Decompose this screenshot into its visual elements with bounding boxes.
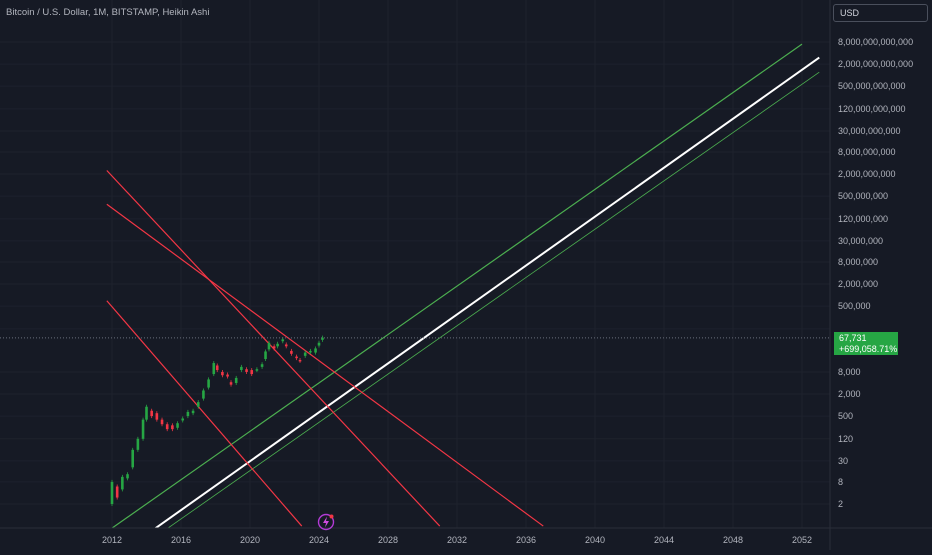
last-price-badge: 67,731 +699,058.71% — [834, 332, 898, 355]
candle-6 — [141, 419, 145, 439]
price-axis-label: 120,000,000,000 — [838, 104, 906, 114]
time-axis-label: 2020 — [240, 535, 260, 545]
candle-34 — [276, 343, 279, 347]
candle-38 — [295, 356, 298, 359]
price-axis-label: 30,000,000,000 — [838, 126, 901, 136]
candle-12 — [171, 425, 174, 430]
price-axis-label: 2,000,000,000 — [838, 169, 896, 179]
currency-button[interactable]: USD — [833, 4, 928, 22]
candle-23 — [226, 374, 229, 377]
chart-title: Bitcoin / U.S. Dollar, 1M, BITSTAMP, Hei… — [6, 7, 210, 18]
candle-17 — [196, 402, 200, 407]
price-change-percent: +699,058.71% — [839, 344, 898, 354]
candle-20 — [212, 363, 216, 375]
candle-37 — [290, 350, 293, 354]
candle-25 — [234, 377, 238, 383]
time-axis-label: 2032 — [447, 535, 467, 545]
time-axis-label: 2024 — [309, 535, 329, 545]
candle-35 — [281, 339, 285, 342]
candle-43 — [317, 342, 321, 346]
candle-31 — [264, 351, 267, 360]
price-axis-label: 8,000,000,000,000 — [838, 37, 913, 47]
candle-15 — [186, 411, 190, 417]
price-axis-label: 8,000 — [838, 367, 861, 377]
time-axis[interactable]: 2012 2016 2020 2024 2028 2032 2036 2040 2044 2048… — [102, 535, 812, 545]
price-axis-label: 30,000,000 — [838, 236, 883, 246]
time-axis-label: 2012 — [102, 535, 122, 545]
candle-18 — [202, 390, 205, 399]
trend-line-white-1[interactable] — [107, 56, 820, 550]
candle-3 — [126, 474, 129, 479]
price-axis-label: 2,000,000 — [838, 279, 878, 289]
candle-41 — [309, 350, 312, 353]
candle-11 — [165, 424, 169, 430]
candle-2 — [121, 476, 124, 490]
time-axis-label: 2016 — [171, 535, 191, 545]
time-axis-label: 2048 — [723, 535, 743, 545]
time-axis-label: 2044 — [654, 535, 674, 545]
candle-7 — [145, 406, 148, 420]
price-axis-label: 120,000,000 — [838, 214, 888, 224]
candle-39 — [298, 359, 302, 362]
trend-lines[interactable] — [106, 43, 820, 550]
candle-9 — [155, 413, 159, 420]
price-axis-label: 500 — [838, 411, 853, 421]
candle-22 — [221, 371, 224, 376]
grid — [0, 0, 830, 528]
candle-24 — [229, 382, 233, 385]
last-price-value: 67,731 — [839, 333, 867, 343]
time-axis-label: 2052 — [792, 535, 812, 545]
price-axis[interactable]: 8,000,000,000,000 2,000,000,000,000 500,00… — [838, 37, 913, 509]
candle-4 — [131, 449, 134, 468]
trend-line-green-thin-2[interactable] — [107, 71, 820, 550]
time-axis-label: 2036 — [516, 535, 536, 545]
candle-1 — [115, 486, 119, 498]
candle-42 — [314, 348, 317, 353]
price-axis-label: 500,000 — [838, 301, 871, 311]
trend-line-red-5[interactable] — [106, 300, 303, 527]
time-axis-label: 2040 — [585, 535, 605, 545]
trend-line-red-4[interactable] — [106, 203, 544, 527]
candle-30 — [260, 364, 264, 367]
candle-16 — [191, 410, 195, 414]
price-axis-label: 8,000,000,000 — [838, 147, 896, 157]
price-axis-label: 500,000,000 — [838, 191, 888, 201]
candle-33 — [272, 346, 276, 349]
price-axis-label: 8,000,000 — [838, 257, 878, 267]
candle-8 — [150, 410, 153, 417]
price-axis-label: 8 — [838, 477, 843, 487]
price-axis-label: 500,000,000,000 — [838, 81, 906, 91]
candle-36 — [284, 344, 288, 347]
candle-26 — [240, 366, 243, 371]
candle-44 — [321, 337, 324, 340]
price-axis-label: 2,000 — [838, 389, 861, 399]
candle-28 — [250, 370, 254, 375]
candle-21 — [215, 365, 219, 371]
candles — [110, 335, 324, 506]
candle-19 — [207, 379, 210, 388]
trend-line-green-0[interactable] — [107, 43, 803, 532]
candle-10 — [160, 419, 164, 425]
price-axis-label: 30 — [838, 456, 848, 466]
candle-32 — [267, 342, 271, 350]
candle-29 — [255, 369, 259, 371]
price-axis-label: 2,000,000,000,000 — [838, 59, 913, 69]
price-axis-label: 120 — [838, 434, 853, 444]
candle-27 — [245, 369, 248, 372]
candle-0 — [110, 481, 114, 504]
price-axis-label: 2 — [838, 499, 843, 509]
candle-40 — [303, 352, 307, 356]
time-axis-label: 2028 — [378, 535, 398, 545]
candle-5 — [136, 438, 140, 450]
candle-13 — [176, 423, 179, 428]
candle-14 — [181, 418, 185, 421]
tradingview-spark-icon[interactable] — [317, 513, 335, 531]
